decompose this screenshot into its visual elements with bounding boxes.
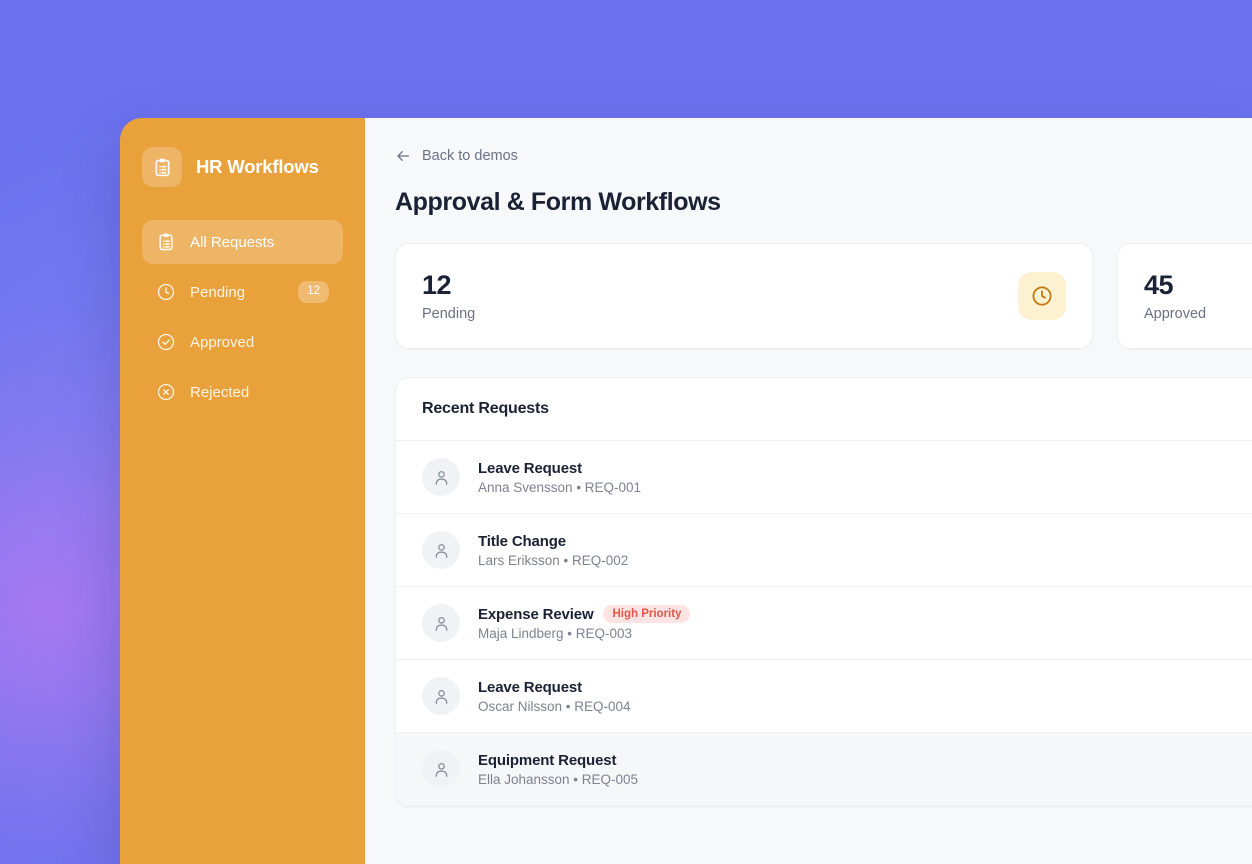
request-title: Expense Review	[478, 605, 594, 623]
sidebar-item-approved[interactable]: Approved	[142, 320, 343, 364]
clock-icon	[156, 282, 176, 302]
row-title-line: Expense Review High Priority	[478, 605, 691, 623]
sidebar-nav: All Requests Pending 12	[120, 220, 365, 414]
sidebar-item-pending[interactable]: Pending 12	[142, 270, 343, 314]
sidebar-item-label: Rejected	[190, 383, 250, 401]
stat-card-text: 45 Approved	[1144, 270, 1206, 321]
sidebar-badge-pending: 12	[298, 281, 329, 303]
priority-badge: High Priority	[603, 605, 691, 623]
stat-card-text: 12 Pending	[422, 270, 475, 321]
request-title: Leave Request	[478, 459, 582, 477]
request-title: Leave Request	[478, 678, 582, 696]
row-text: Leave Request Oscar Nilsson • REQ-004	[478, 679, 631, 714]
request-meta: Maja Lindberg • REQ-003	[478, 626, 633, 641]
panel-header: Recent Requests	[396, 378, 1252, 441]
request-meta: Ella Johansson • REQ-005	[478, 771, 639, 787]
sidebar: HR Workflows	[120, 118, 365, 864]
sidebar-item-rejected[interactable]: Rejected	[142, 370, 343, 414]
avatar	[422, 750, 460, 788]
request-meta: Oscar Nilsson • REQ-004	[478, 698, 631, 714]
table-row[interactable]: Leave Request Oscar Nilsson • REQ-004	[396, 660, 1252, 733]
recent-requests-panel: Recent Requests Leave Request	[395, 377, 1252, 807]
row-text: Expense Review High Priority Maja Lindbe…	[478, 605, 691, 641]
request-meta: Anna Svensson • REQ-001	[478, 479, 642, 495]
avatar	[422, 458, 460, 496]
row-title-line: Leave Request	[478, 679, 631, 696]
app-window: HR Workflows	[120, 118, 1252, 864]
avatar	[422, 531, 460, 569]
table-row[interactable]: Title Change Lars Eriksson • REQ-002	[396, 514, 1252, 587]
x-circle-icon	[156, 382, 176, 402]
request-meta: Lars Eriksson • REQ-002	[478, 552, 629, 568]
stat-card-approved[interactable]: 45 Approved	[1117, 243, 1252, 349]
page-title: Approval & Form Workflows	[395, 188, 721, 216]
stat-card-pending[interactable]: 12 Pending	[395, 243, 1093, 349]
row-title-line: Equipment Request	[478, 752, 638, 769]
request-title: Title Change	[478, 532, 566, 550]
row-text: Equipment Request Ella Johansson • REQ-0…	[478, 752, 638, 787]
clipboard-list-icon	[142, 147, 182, 187]
table-row[interactable]: Leave Request Anna Svensson • REQ-001	[396, 441, 1252, 514]
stat-label: Pending	[422, 305, 476, 322]
request-title: Equipment Request	[478, 751, 617, 769]
arrow-left-icon	[395, 148, 411, 164]
sidebar-item-label: All Requests	[190, 233, 275, 251]
stat-label: Approved	[1144, 305, 1207, 322]
stat-value: 12	[422, 270, 452, 301]
stat-value: 45	[1144, 270, 1174, 301]
avatar	[422, 604, 460, 642]
sidebar-item-label: Pending	[190, 283, 246, 301]
brand: HR Workflows	[120, 144, 365, 190]
sidebar-item-all-requests[interactable]: All Requests	[142, 220, 343, 264]
panel-title: Recent Requests	[422, 400, 549, 417]
avatar	[422, 677, 460, 715]
clock-icon	[1018, 272, 1066, 320]
check-circle-icon	[156, 332, 176, 352]
clipboard-list-icon	[156, 232, 176, 252]
stat-card-row: 12 Pending 45	[395, 243, 1252, 349]
main-content: Back to demos Approval & Form Workflows …	[365, 118, 1252, 864]
back-link-label: Back to demos	[422, 148, 518, 164]
row-title-line: Title Change	[478, 533, 628, 550]
row-title-line: Leave Request	[478, 460, 641, 477]
table-row[interactable]: Expense Review High Priority Maja Lindbe…	[396, 587, 1252, 660]
sidebar-item-label: Approved	[190, 333, 255, 351]
brand-name: HR Workflows	[196, 156, 319, 177]
table-row[interactable]: Equipment Request Ella Johansson • REQ-0…	[396, 733, 1252, 806]
row-text: Title Change Lars Eriksson • REQ-002	[478, 533, 628, 568]
back-to-demos-link[interactable]: Back to demos	[395, 148, 518, 164]
row-text: Leave Request Anna Svensson • REQ-001	[478, 460, 641, 495]
